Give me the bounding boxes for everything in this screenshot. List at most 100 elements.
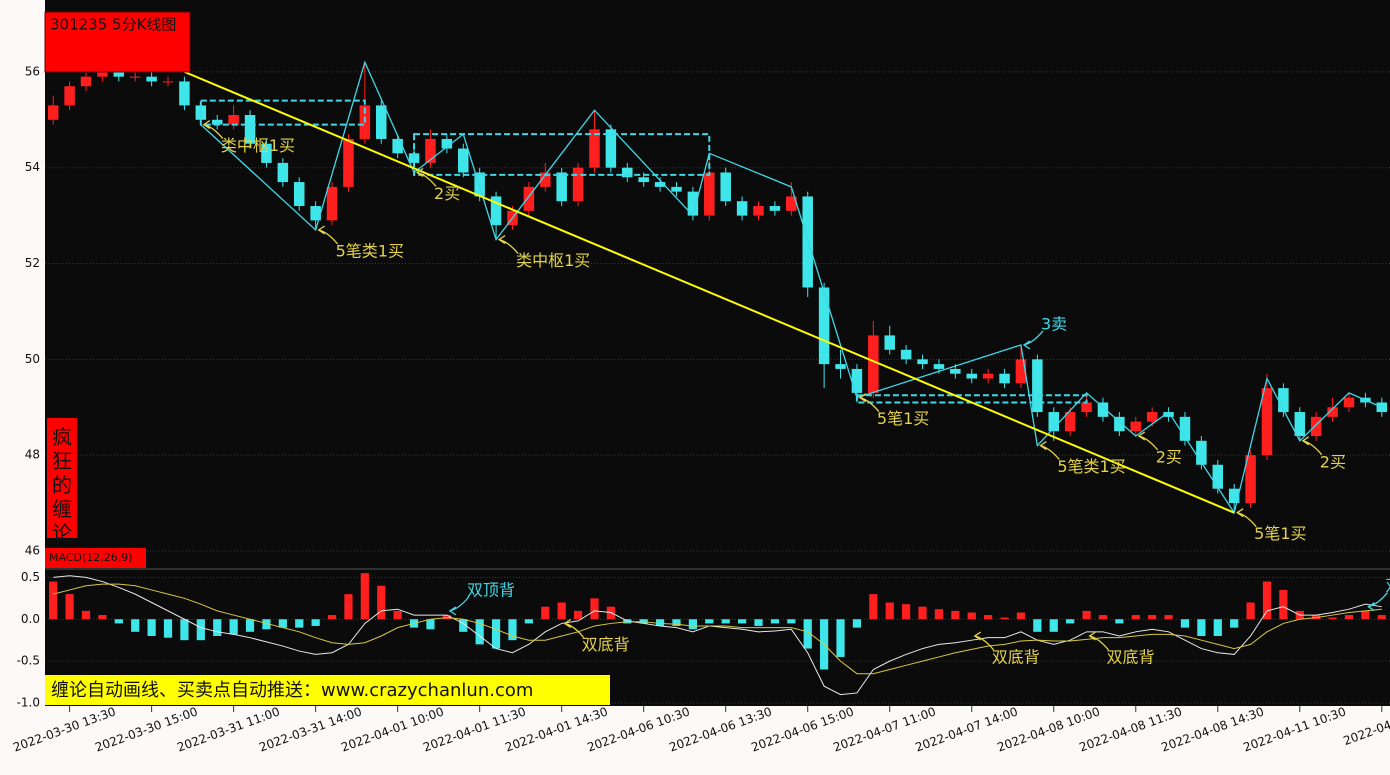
side-label-box bbox=[47, 418, 77, 538]
macd-bar bbox=[360, 573, 369, 620]
macd-bar bbox=[934, 609, 944, 620]
macd-bar bbox=[1279, 589, 1288, 620]
macd-bar bbox=[918, 606, 927, 620]
plot-background bbox=[45, 0, 1390, 706]
banner-box bbox=[45, 675, 610, 705]
y-tick-label: 46 bbox=[25, 544, 40, 558]
macd-bar bbox=[1148, 615, 1157, 620]
candle-body bbox=[868, 335, 879, 393]
macd-bar bbox=[491, 619, 501, 649]
candle-body bbox=[1327, 407, 1338, 417]
macd-bar bbox=[1180, 619, 1190, 628]
candle-body bbox=[1097, 402, 1109, 417]
candle-body bbox=[917, 359, 928, 365]
candle-body bbox=[638, 177, 649, 183]
candle-body bbox=[326, 186, 338, 221]
macd-bar bbox=[1377, 615, 1386, 620]
macd-bar bbox=[65, 594, 74, 620]
candle-body bbox=[162, 81, 174, 83]
annotation: 5笔类1买 bbox=[336, 241, 404, 260]
candle-body bbox=[64, 86, 75, 106]
candle-body bbox=[113, 71, 125, 77]
candle-body bbox=[1261, 388, 1273, 456]
annotation-arrow bbox=[317, 225, 339, 245]
macd-bar bbox=[1344, 615, 1354, 620]
macd-bar bbox=[1230, 619, 1239, 628]
macd-bar bbox=[278, 619, 287, 628]
annotation-arrow bbox=[563, 618, 585, 638]
candle-body bbox=[786, 196, 797, 211]
macd-bar bbox=[1164, 615, 1173, 620]
macd-bar bbox=[951, 610, 960, 620]
annotation: 2买 bbox=[1320, 452, 1346, 471]
candle-body bbox=[687, 191, 699, 216]
macd-bar bbox=[787, 619, 796, 624]
annotation-arrow bbox=[448, 596, 470, 616]
macd-bar bbox=[1262, 581, 1272, 620]
candle-body bbox=[490, 196, 502, 226]
candle-body bbox=[851, 368, 863, 393]
macd-bar bbox=[180, 619, 189, 641]
annotation: 2买 bbox=[1156, 448, 1182, 467]
candle-body bbox=[572, 167, 584, 202]
macd-bar bbox=[245, 619, 255, 632]
candle-body bbox=[704, 172, 715, 216]
candle-body bbox=[1015, 359, 1027, 384]
macd-bar bbox=[705, 619, 714, 624]
candle-body bbox=[622, 167, 633, 178]
candle-body bbox=[408, 153, 420, 163]
macd-bar bbox=[852, 619, 862, 628]
macd-y-tick-label: -0.5 bbox=[17, 654, 40, 668]
candle-body bbox=[1310, 416, 1322, 437]
macd-bar bbox=[885, 602, 894, 620]
candle-body bbox=[950, 368, 961, 374]
macd-bar bbox=[836, 619, 845, 657]
macd-bar bbox=[311, 619, 320, 626]
annotation-arrow bbox=[497, 235, 519, 254]
macd-bar bbox=[1115, 619, 1124, 624]
stroke-line bbox=[200, 60, 1383, 515]
macd-bar bbox=[344, 594, 353, 620]
macd-bar bbox=[262, 619, 271, 630]
candle-body bbox=[277, 162, 289, 183]
candle-body bbox=[1114, 416, 1125, 432]
macd-bar bbox=[590, 598, 599, 620]
annotation: 类中枢1买 bbox=[516, 251, 590, 270]
macd-bar bbox=[902, 604, 911, 620]
candle-body bbox=[97, 71, 108, 77]
candle-body bbox=[1196, 440, 1207, 465]
macd-bar bbox=[1213, 619, 1222, 636]
candle-body bbox=[211, 119, 223, 125]
annotation-arrow bbox=[415, 167, 437, 187]
candle-body bbox=[753, 206, 764, 216]
candle-body bbox=[425, 138, 436, 163]
macd-bar bbox=[803, 619, 812, 649]
macd-bar bbox=[98, 615, 107, 620]
annotation-arrow bbox=[1088, 631, 1110, 651]
macd-bar bbox=[377, 585, 386, 620]
candle-body bbox=[1081, 402, 1092, 413]
candle-body bbox=[1048, 412, 1059, 432]
candle-body bbox=[736, 201, 748, 216]
candle-body bbox=[982, 373, 994, 379]
macd-bar bbox=[147, 619, 156, 636]
candle-body bbox=[1146, 412, 1158, 422]
y-tick-label: 52 bbox=[25, 256, 40, 270]
candle-body bbox=[1212, 464, 1224, 489]
candle-body bbox=[589, 129, 600, 168]
candle-body bbox=[343, 138, 354, 187]
annotation-arrow bbox=[973, 631, 995, 651]
candle-body bbox=[835, 364, 846, 369]
candle-body bbox=[1163, 412, 1174, 417]
macd-bar bbox=[1098, 615, 1108, 620]
macd-bar bbox=[1016, 612, 1026, 620]
annotation: 5笔1买 bbox=[877, 409, 929, 428]
macd-bar bbox=[213, 619, 222, 636]
candle-body bbox=[1278, 388, 1289, 413]
banner: 缠论自动画线、买卖点自动推送：www.crazychanlun.com bbox=[51, 680, 533, 701]
candle-body bbox=[1032, 359, 1043, 413]
macd-bar bbox=[738, 619, 747, 624]
macd-bar bbox=[721, 619, 730, 624]
candle-body bbox=[769, 206, 781, 211]
candle-body bbox=[605, 129, 617, 168]
